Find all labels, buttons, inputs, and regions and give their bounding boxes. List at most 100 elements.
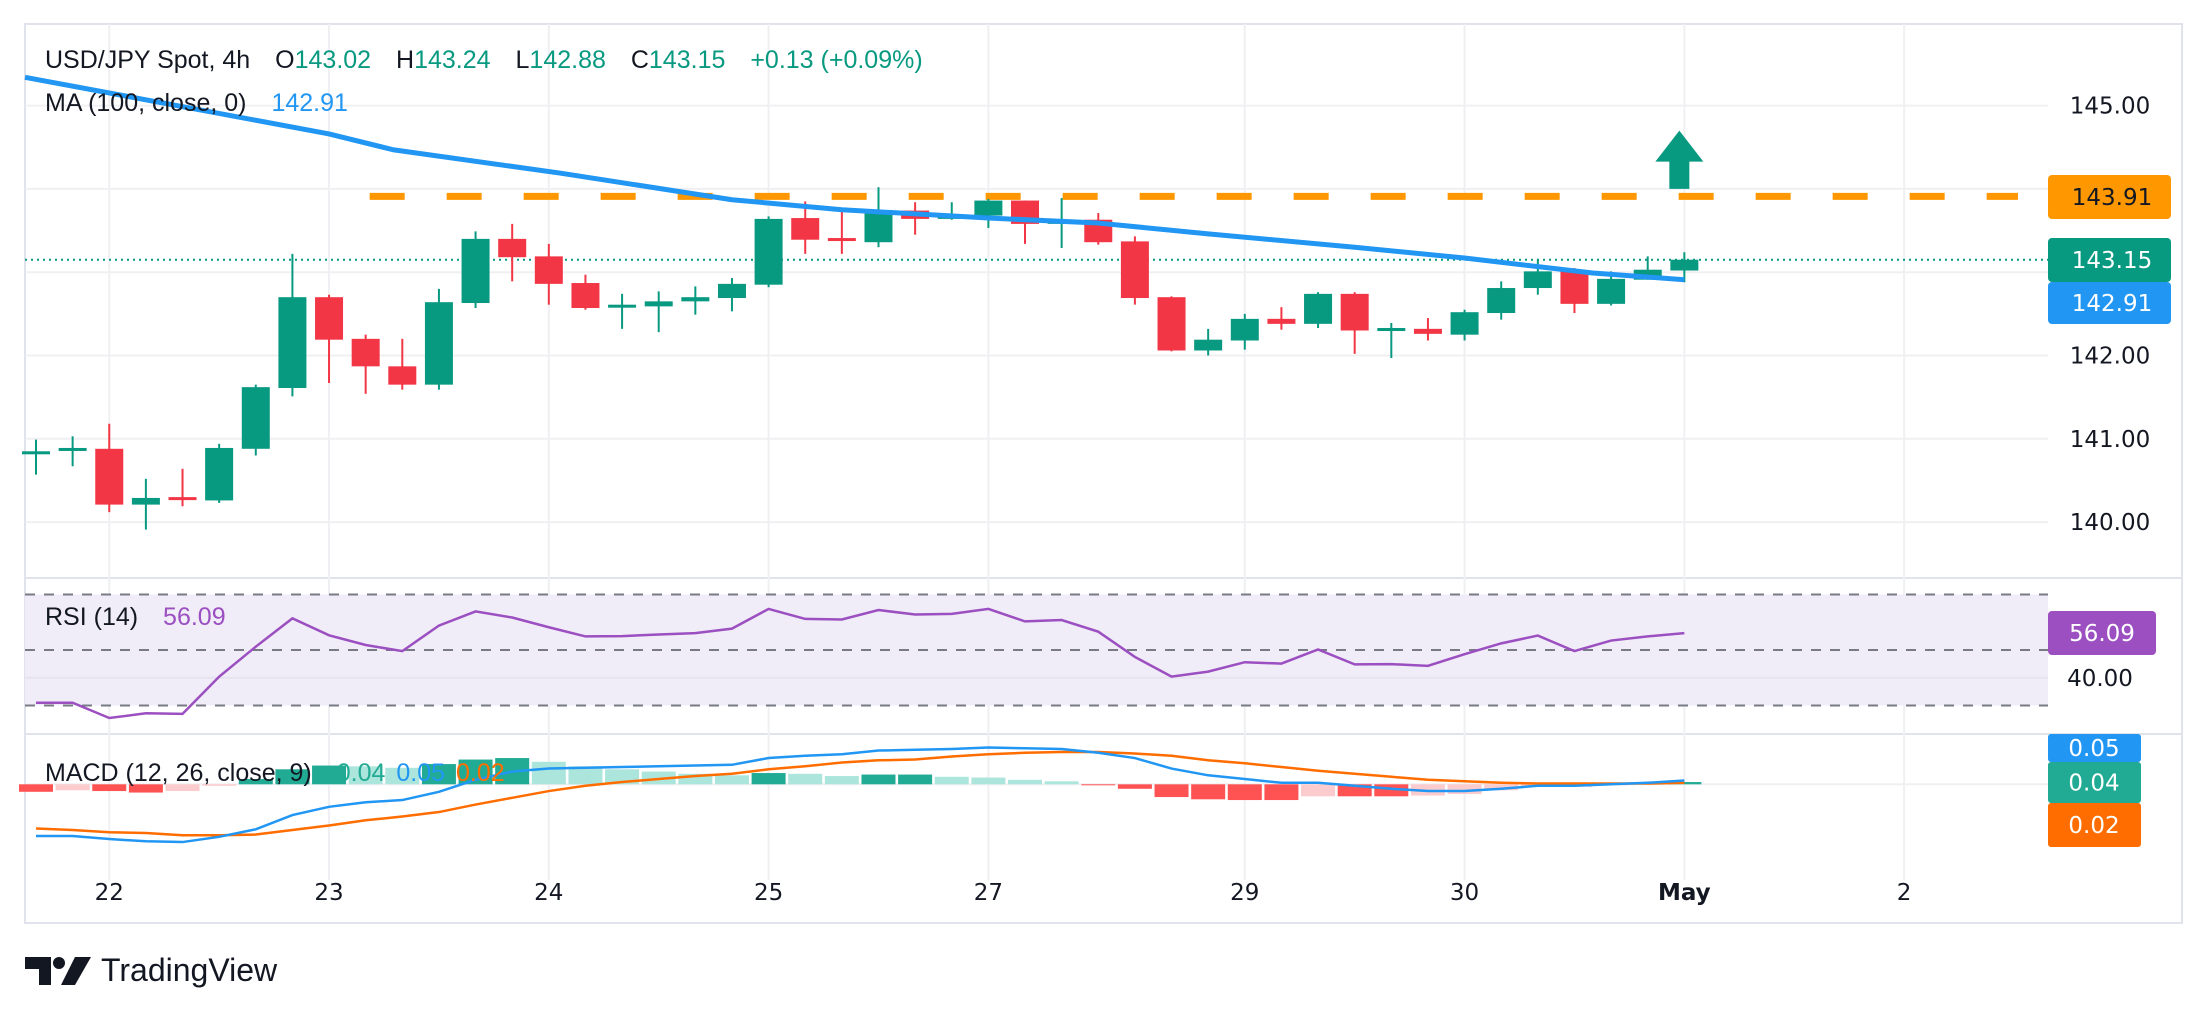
candle-body bbox=[1157, 297, 1186, 351]
candle-body bbox=[1120, 241, 1149, 299]
macd-histogram-bar bbox=[275, 769, 310, 785]
candle bbox=[791, 201, 820, 254]
candle bbox=[608, 293, 637, 329]
x-tick-label: 24 bbox=[534, 880, 563, 906]
candle bbox=[498, 223, 527, 282]
macd-histogram-bar bbox=[92, 784, 127, 792]
candle bbox=[205, 443, 234, 503]
candle-body bbox=[717, 283, 746, 299]
macd-histogram-bar bbox=[1117, 784, 1152, 789]
candle-body bbox=[351, 338, 380, 367]
change-value: +0.13 (+0.09%) bbox=[750, 46, 923, 74]
macd-histogram-bar bbox=[1484, 784, 1519, 791]
candle bbox=[571, 274, 600, 310]
macd-histogram-bar bbox=[824, 776, 859, 785]
candle-body bbox=[1450, 312, 1479, 335]
macd-histogram-bar bbox=[934, 776, 969, 785]
candle-body bbox=[1413, 328, 1442, 334]
ma-legend: MA (100, close, 0) 142.91 bbox=[45, 89, 352, 118]
candle-body bbox=[1194, 339, 1223, 351]
rsi-pane bbox=[25, 593, 2048, 720]
macd-histogram-bar bbox=[165, 784, 200, 792]
price-tick-label: 145.00 bbox=[2070, 94, 2150, 120]
candle-body bbox=[131, 497, 160, 505]
candle bbox=[754, 216, 783, 288]
candle bbox=[644, 291, 673, 333]
macd-value: 0.05 bbox=[396, 759, 446, 787]
macd-histogram-bar bbox=[1008, 779, 1043, 785]
candle bbox=[1120, 236, 1149, 305]
candle bbox=[534, 243, 563, 305]
macd-histogram-bar bbox=[55, 784, 90, 791]
candle-body bbox=[571, 283, 600, 309]
open-value: 143.02 bbox=[294, 46, 372, 74]
candle-body bbox=[315, 297, 344, 340]
candle-body bbox=[241, 387, 270, 449]
macd-pane bbox=[19, 746, 2048, 844]
x-tick-label: 25 bbox=[754, 880, 783, 906]
low-value: 142.88 bbox=[529, 46, 606, 74]
price-pane bbox=[22, 74, 2048, 530]
candle bbox=[974, 198, 1003, 229]
candle bbox=[717, 278, 746, 312]
rsi-legend: RSI (14) 56.09 bbox=[45, 603, 230, 632]
candle-body bbox=[388, 366, 417, 385]
tradingview-logo-icon bbox=[25, 956, 91, 985]
candle-body bbox=[168, 497, 197, 501]
candle-body bbox=[1670, 259, 1699, 271]
candle-body bbox=[608, 304, 637, 308]
candle bbox=[1450, 309, 1479, 341]
ma-label: MA (100, close, 0) bbox=[45, 89, 247, 117]
macd-signal-line bbox=[35, 750, 1685, 837]
candle bbox=[1157, 296, 1186, 352]
candle-body bbox=[1597, 278, 1626, 304]
low-label: L bbox=[515, 46, 530, 74]
rsi-label: RSI (14) bbox=[45, 603, 139, 631]
tradingview-logo[interactable]: TradingView bbox=[25, 952, 277, 989]
candle-body bbox=[424, 302, 453, 385]
macd-histogram-bar bbox=[678, 773, 713, 785]
up-arrow-icon bbox=[1655, 130, 1704, 189]
candle bbox=[168, 468, 197, 507]
macd-signal-value: 0.02 bbox=[455, 759, 505, 787]
macd-histogram-bar bbox=[1081, 784, 1116, 786]
candle-body bbox=[681, 297, 710, 302]
x-tick-label: 30 bbox=[1450, 880, 1479, 906]
ma-badge-badge-text: 142.91 bbox=[2072, 291, 2152, 317]
macd-histogram-bar bbox=[348, 766, 383, 785]
candle-body bbox=[498, 238, 527, 258]
candle-body bbox=[1230, 318, 1259, 341]
macd-histogram-bar bbox=[568, 766, 603, 785]
candle-body bbox=[534, 256, 563, 284]
candle-body bbox=[1487, 288, 1516, 314]
candle bbox=[424, 288, 453, 390]
candle-body bbox=[205, 447, 234, 501]
candle bbox=[95, 423, 124, 513]
macd-hist-value: 0.04 bbox=[336, 759, 386, 787]
candle-body bbox=[1377, 328, 1406, 332]
close-label: C bbox=[630, 46, 649, 74]
macd-label: MACD (12, 26, close, 9) bbox=[45, 759, 312, 787]
macd-histogram-bar bbox=[1044, 781, 1079, 785]
candle-body bbox=[461, 238, 490, 304]
rsi-value-badge bbox=[2048, 611, 2156, 655]
open-label: O bbox=[275, 46, 295, 74]
x-tick-label: 22 bbox=[95, 880, 124, 906]
macd-histogram-bar bbox=[1447, 784, 1482, 795]
candle bbox=[1377, 323, 1406, 358]
macd-histogram-bar bbox=[1191, 784, 1226, 800]
symbol-legend: USD/JPY Spot, 4h O143.02 H143.24 L142.88… bbox=[45, 46, 927, 75]
macd-histogram-bar bbox=[1264, 784, 1299, 801]
candle bbox=[461, 231, 490, 309]
candle-body bbox=[864, 210, 893, 243]
candle bbox=[1194, 328, 1223, 356]
macd-histogram-bar bbox=[788, 773, 823, 785]
macd-histogram-bar bbox=[385, 767, 420, 785]
macd-histogram-bar bbox=[1154, 784, 1189, 798]
macd-histogram-bar bbox=[861, 774, 896, 785]
candle bbox=[131, 478, 160, 530]
ma-badge-price-badge bbox=[2048, 282, 2171, 324]
macd-histogram-bar bbox=[128, 784, 163, 793]
candle bbox=[22, 439, 50, 475]
